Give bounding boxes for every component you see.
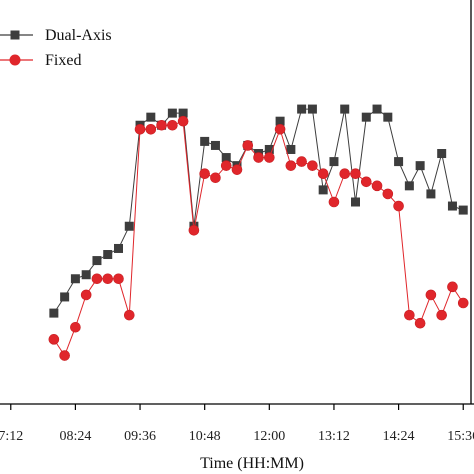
x-tick-label: 14:24: [383, 429, 415, 444]
data-point-circle: [414, 317, 426, 329]
data-point-square: [340, 104, 350, 114]
data-point-circle: [167, 119, 178, 131]
data-point-circle: [307, 160, 318, 171]
data-point-circle: [156, 119, 167, 131]
data-point-circle: [113, 273, 124, 285]
data-point-square: [318, 185, 328, 195]
data-point-square: [307, 104, 317, 114]
series-layer: [48, 104, 469, 361]
data-point-square: [114, 243, 123, 253]
legend-marker-circle: [9, 54, 21, 66]
data-point-square: [329, 157, 339, 167]
data-point-circle: [188, 224, 200, 236]
data-point-circle: [328, 196, 340, 208]
x-axis-title: Time (HH:MM): [200, 455, 304, 472]
data-point-circle: [220, 160, 232, 171]
x-tick-label: 12:00: [253, 429, 285, 444]
data-point-circle: [102, 273, 114, 285]
axes: 7:12 08:24 09:36 10:48 12:00 13:12 14:24 15:36: [0, 0, 474, 444]
x-tick-label: 08:24: [59, 429, 91, 444]
data-point-circle: [371, 180, 383, 192]
data-point-square: [447, 201, 457, 211]
data-point-circle: [393, 200, 404, 212]
data-point-circle: [199, 168, 210, 180]
data-point-square: [167, 108, 177, 118]
data-point-square: [275, 116, 285, 126]
data-point-circle: [404, 309, 415, 321]
data-point-circle: [285, 160, 297, 171]
data-point-square: [437, 149, 447, 159]
data-point-circle: [274, 123, 286, 135]
x-tick-label: 13:12: [318, 429, 350, 444]
data-point-circle: [382, 188, 394, 200]
data-point-square: [297, 104, 307, 114]
data-point-circle: [296, 156, 307, 167]
data-point-circle: [145, 123, 157, 135]
data-point-square: [415, 161, 425, 171]
data-point-circle: [339, 168, 351, 180]
data-point-square: [124, 221, 134, 231]
data-point-circle: [436, 309, 447, 321]
data-point-square: [92, 256, 102, 266]
data-point-square: [264, 144, 274, 154]
data-point-circle: [134, 123, 146, 135]
data-point-square: [200, 136, 210, 146]
data-point-circle: [70, 321, 81, 333]
data-point-square: [372, 104, 382, 114]
data-point-circle: [425, 289, 437, 301]
x-tick-label: 15:36: [447, 429, 474, 444]
data-point-circle: [210, 172, 221, 184]
data-point-circle: [231, 164, 243, 175]
data-point-circle: [447, 281, 458, 293]
x-tick-label: 10:48: [189, 429, 221, 444]
data-point-square: [394, 157, 404, 167]
data-point-square: [351, 197, 360, 207]
data-point-square: [70, 274, 80, 284]
x-tick-label: 7:12: [0, 429, 23, 444]
data-point-circle: [457, 297, 469, 309]
data-point-square: [60, 292, 70, 302]
legend-marker-square: [10, 30, 20, 40]
data-point-circle: [177, 115, 189, 127]
data-point-square: [404, 181, 414, 191]
legend-label: Fixed: [45, 52, 81, 69]
legend-entry: Fixed: [0, 52, 81, 69]
legend: Dual-Axis Fixed: [0, 27, 112, 69]
data-point-square: [146, 112, 156, 122]
data-point-square: [426, 189, 436, 199]
data-point-square: [221, 153, 231, 163]
data-point-circle: [264, 152, 275, 163]
data-point-square: [178, 108, 188, 118]
data-point-circle: [48, 334, 60, 345]
legend-label: Dual-Axis: [45, 27, 112, 44]
data-point-circle: [80, 289, 92, 301]
data-point-square: [383, 112, 393, 122]
data-point-circle: [59, 350, 70, 361]
data-point-square: [81, 270, 91, 280]
data-point-circle: [253, 152, 264, 163]
data-point-circle: [242, 140, 254, 151]
data-point-square: [210, 140, 220, 150]
data-point-square: [286, 144, 296, 154]
data-point-circle: [350, 168, 361, 180]
data-point-circle: [360, 176, 372, 188]
legend-entry: Dual-Axis: [0, 27, 112, 44]
data-point-square: [49, 308, 59, 318]
data-point-square: [458, 205, 468, 215]
data-point-circle: [317, 168, 329, 180]
series-dual-axis: [49, 104, 468, 318]
data-point-square: [103, 250, 113, 260]
data-point-circle: [91, 273, 103, 285]
data-point-circle: [123, 309, 135, 321]
data-point-square: [361, 112, 371, 122]
series-fixed: [48, 115, 469, 361]
x-tick-label: 09:36: [124, 429, 156, 444]
